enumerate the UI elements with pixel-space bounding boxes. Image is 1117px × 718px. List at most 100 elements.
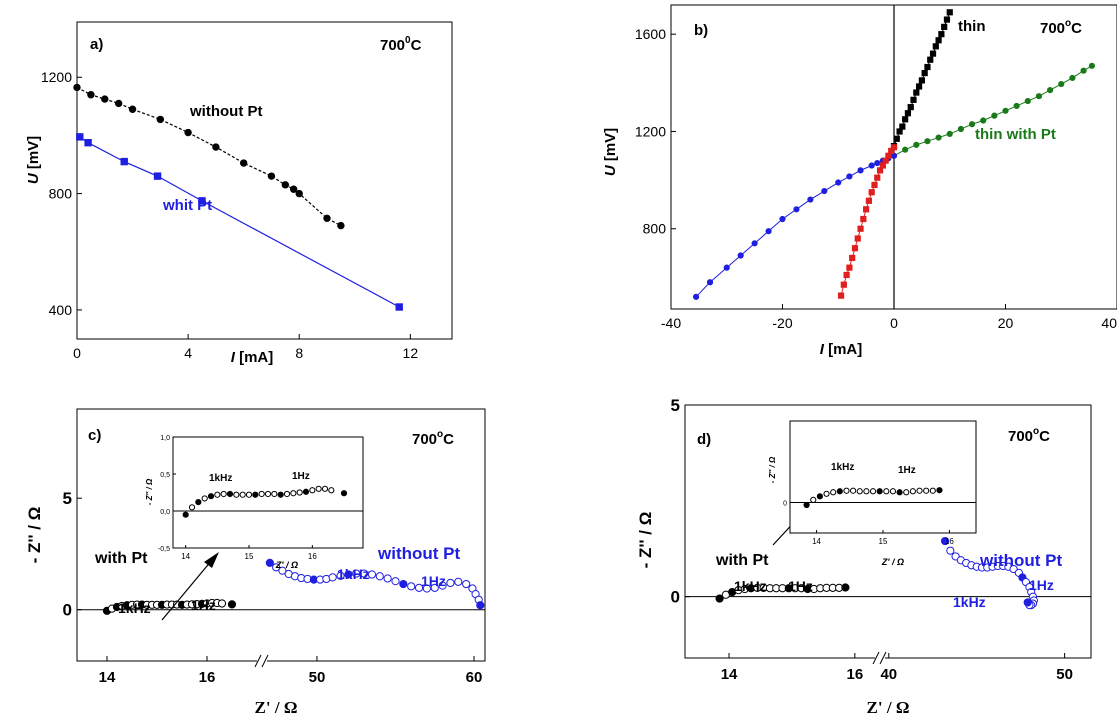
data-point: [340, 490, 348, 497]
data-point: [907, 104, 914, 111]
data-point: [946, 9, 953, 16]
panel-a-plot: [73, 83, 403, 311]
data-point: [1080, 67, 1087, 74]
data-point: [807, 196, 814, 203]
data-point: [874, 159, 881, 167]
data-point: [876, 488, 883, 495]
data-point: [289, 185, 298, 193]
data-point: [1088, 62, 1096, 69]
ci-ytick-label: 0,5: [160, 472, 170, 479]
data-point: [846, 264, 853, 271]
inset-d-ticks: 14 15 16 0: [783, 500, 976, 546]
series-label-thin-with-pt: thin with Pt: [975, 126, 1056, 143]
data-point: [352, 569, 361, 578]
data-point: [258, 490, 265, 498]
panel-b-ytick-label: 800: [643, 221, 667, 237]
data-point: [309, 487, 316, 494]
data-point: [991, 112, 998, 119]
data-point: [810, 496, 817, 504]
data-point: [751, 240, 758, 247]
panel-a-temperature: 7000C: [380, 35, 422, 54]
annotation-1khz-black-c: 1kHz: [118, 600, 151, 616]
data-point: [323, 214, 331, 223]
panel-c-ytick-label: 0: [63, 601, 72, 620]
data-point: [843, 271, 850, 279]
data-point: [1002, 107, 1009, 114]
data-point: [153, 172, 162, 180]
inset-d-1hz: 1Hz: [898, 465, 916, 476]
panel-d-label: d): [697, 431, 711, 448]
panel-a-label: a): [90, 36, 103, 53]
panel-b-plot: [692, 9, 1096, 300]
annotation-with-pt-c: with Pt: [94, 550, 148, 567]
inset-c-1hz: 1Hz: [292, 471, 310, 482]
data-point: [476, 601, 485, 610]
panel-d-xtick-label: 16: [846, 666, 863, 683]
arrow-c-head: [204, 552, 219, 568]
panel-d: 0 5 14 16 40 50 d) 700oC with Pt without Pt 1…: [636, 396, 1092, 717]
panel-d-ticks: 0 5 14 16 40 50: [671, 396, 1073, 683]
data-point: [860, 215, 867, 223]
ci-xtick-label: 15: [245, 552, 254, 561]
panel-a-frame: [76, 21, 453, 340]
data-point: [120, 157, 128, 166]
data-point: [395, 303, 403, 311]
panel-d-xtick-label: 50: [1056, 666, 1073, 683]
panel-c-plot: [102, 558, 485, 615]
data-point: [946, 130, 953, 137]
data-point: [793, 206, 800, 213]
data-point: [902, 116, 909, 123]
panel-a-ytick-label: 800: [49, 185, 73, 201]
panel-c: 0 5 14 16 50 60 c) 700oC with Pt without Pt 1…: [25, 408, 486, 717]
data-point: [865, 197, 873, 204]
data-point: [902, 146, 909, 153]
panel-d-ylabel: - Z'' / Ω: [636, 512, 655, 569]
data-point: [201, 495, 208, 502]
panel-b-xlabel: I [mA]: [820, 341, 863, 358]
data-point: [267, 172, 276, 180]
ci-ytick-label: 1,0: [160, 435, 170, 442]
data-point: [851, 245, 859, 252]
data-point: [328, 487, 335, 494]
data-point: [924, 63, 931, 71]
data-point: [198, 197, 206, 205]
data-point: [283, 490, 291, 498]
inset-c: 14 15 16 -0,5 0,0 0,5 1,0 1kHz 1Hz Z' / Ω - Z'…: [145, 435, 364, 570]
data-point: [1035, 93, 1043, 100]
data-point: [874, 174, 881, 181]
data-point: [938, 31, 945, 38]
panel-d-xlabel: Z' / Ω: [867, 698, 910, 717]
inset-c-ticks: 14 15 16 -0,5 0,0 0,5 1,0: [158, 435, 363, 561]
data-point: [214, 491, 221, 498]
data-point: [927, 56, 934, 63]
panel-c-temperature: 700oC: [412, 429, 454, 448]
data-point: [692, 293, 700, 300]
series-label-thin: thin: [958, 18, 986, 35]
data-point: [239, 159, 248, 167]
panel-d-frame: [684, 404, 1092, 659]
data-point: [245, 491, 253, 498]
data-point: [383, 574, 392, 583]
ci-ytick-label: -0,5: [158, 546, 170, 553]
data-point: [868, 162, 875, 169]
data-point: [76, 133, 84, 141]
ci-xtick-label: 14: [181, 552, 190, 561]
inset-d-frame: [789, 420, 977, 534]
panel-a-ytick-label: 400: [49, 302, 73, 318]
data-point: [217, 599, 227, 608]
data-point: [1023, 598, 1032, 607]
data-point: [890, 144, 898, 151]
data-point: [328, 573, 337, 582]
data-point: [321, 485, 329, 492]
panel-a-xlabel: I [mA]: [231, 349, 274, 366]
data-point: [899, 123, 906, 130]
axis-break-c: [254, 654, 269, 668]
inset-d-xlabel: Z' / Ω: [881, 557, 904, 567]
data-point: [863, 206, 870, 213]
data-point: [968, 121, 976, 128]
inset-d-plot: [803, 487, 943, 509]
data-point: [837, 292, 845, 299]
inset-c-1khz: 1kHz: [209, 473, 232, 484]
di-ytick-label: 0: [783, 500, 787, 507]
data-point: [871, 181, 878, 189]
